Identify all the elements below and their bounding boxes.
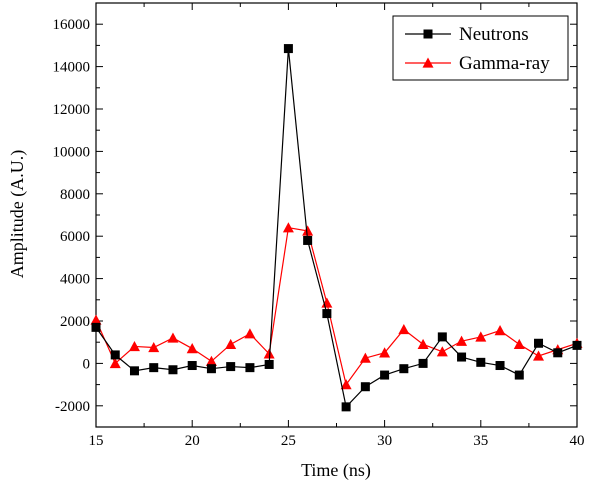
data-point <box>417 338 429 349</box>
data-point <box>91 322 101 332</box>
x-tick-label: 25 <box>281 433 296 449</box>
data-point <box>495 361 505 371</box>
data-point <box>418 358 428 368</box>
data-point <box>283 44 293 54</box>
data-point <box>303 235 313 245</box>
data-point <box>109 357 121 369</box>
y-tick-label: 2000 <box>60 314 90 330</box>
legend-label: Neutrons <box>459 24 529 45</box>
data-point <box>244 328 256 339</box>
data-point <box>340 379 352 390</box>
data-point <box>264 359 274 369</box>
series-line <box>95 48 578 409</box>
legend-marker <box>422 57 434 68</box>
data-point <box>398 323 410 335</box>
x-tick-label: 30 <box>377 433 392 449</box>
data-point <box>513 338 525 349</box>
y-tick-label: 12000 <box>53 102 91 118</box>
data-point <box>456 335 468 346</box>
data-point <box>341 402 351 412</box>
data-point <box>380 370 390 380</box>
data-point <box>110 350 120 360</box>
legend: Neutrons Gamma-ray <box>392 15 569 81</box>
y-tick-label: 6000 <box>60 229 90 245</box>
data-point <box>399 364 409 374</box>
x-tick-label: 40 <box>570 433 585 449</box>
y-axis-label: Amplitude (A.U.) <box>7 150 28 278</box>
data-point <box>225 338 237 349</box>
data-point <box>457 352 467 362</box>
y-tick-label: 0 <box>83 356 91 372</box>
data-point <box>514 370 524 380</box>
x-tick-label: 35 <box>473 433 488 449</box>
x-axis-ticks: 15 20 25 30 35 40 <box>89 3 585 449</box>
data-point <box>206 364 216 374</box>
series-gamma-ray <box>90 222 583 390</box>
data-point <box>475 331 487 342</box>
data-point <box>168 365 178 375</box>
data-point <box>205 355 217 366</box>
data-point <box>149 363 159 373</box>
data-point <box>282 222 294 233</box>
series-group <box>90 44 583 412</box>
data-point <box>90 314 102 325</box>
y-tick-label: -2000 <box>55 399 90 415</box>
series-neutrons <box>91 44 582 412</box>
data-point <box>245 363 255 373</box>
data-point <box>494 325 506 336</box>
data-point <box>263 348 275 359</box>
y-tick-label: 16000 <box>53 17 91 33</box>
data-point <box>553 348 563 358</box>
data-point <box>186 343 198 354</box>
legend-marker <box>423 29 433 39</box>
data-point <box>572 340 582 350</box>
data-point <box>302 225 314 236</box>
data-point <box>128 340 140 352</box>
legend-box <box>392 15 569 81</box>
data-point <box>359 352 371 363</box>
y-tick-label: 14000 <box>53 60 91 76</box>
y-tick-label: 10000 <box>53 144 91 160</box>
data-point <box>534 338 544 348</box>
data-point <box>437 332 447 342</box>
data-point <box>148 342 160 353</box>
legend-item: Neutrons <box>405 24 529 45</box>
data-point <box>226 362 236 372</box>
y-tick-label: 4000 <box>60 272 90 288</box>
data-point <box>360 382 370 392</box>
x-tick-label: 20 <box>185 433 200 449</box>
data-point <box>167 332 179 343</box>
legend-label: Gamma-ray <box>459 53 550 74</box>
data-point <box>476 357 486 367</box>
legend-item: Gamma-ray <box>405 53 550 74</box>
data-point <box>187 361 197 371</box>
x-tick-label: 15 <box>89 433 104 449</box>
x-axis-label: Time (ns) <box>301 460 371 481</box>
data-point <box>436 346 448 357</box>
data-point <box>322 309 332 319</box>
data-point <box>379 347 391 358</box>
data-point <box>533 350 545 361</box>
data-point <box>129 366 139 376</box>
y-tick-label: 8000 <box>60 187 90 203</box>
y-axis-ticks: -2000 0 2000 4000 6000 8000 10000 12000 14000 160… <box>53 2 577 428</box>
